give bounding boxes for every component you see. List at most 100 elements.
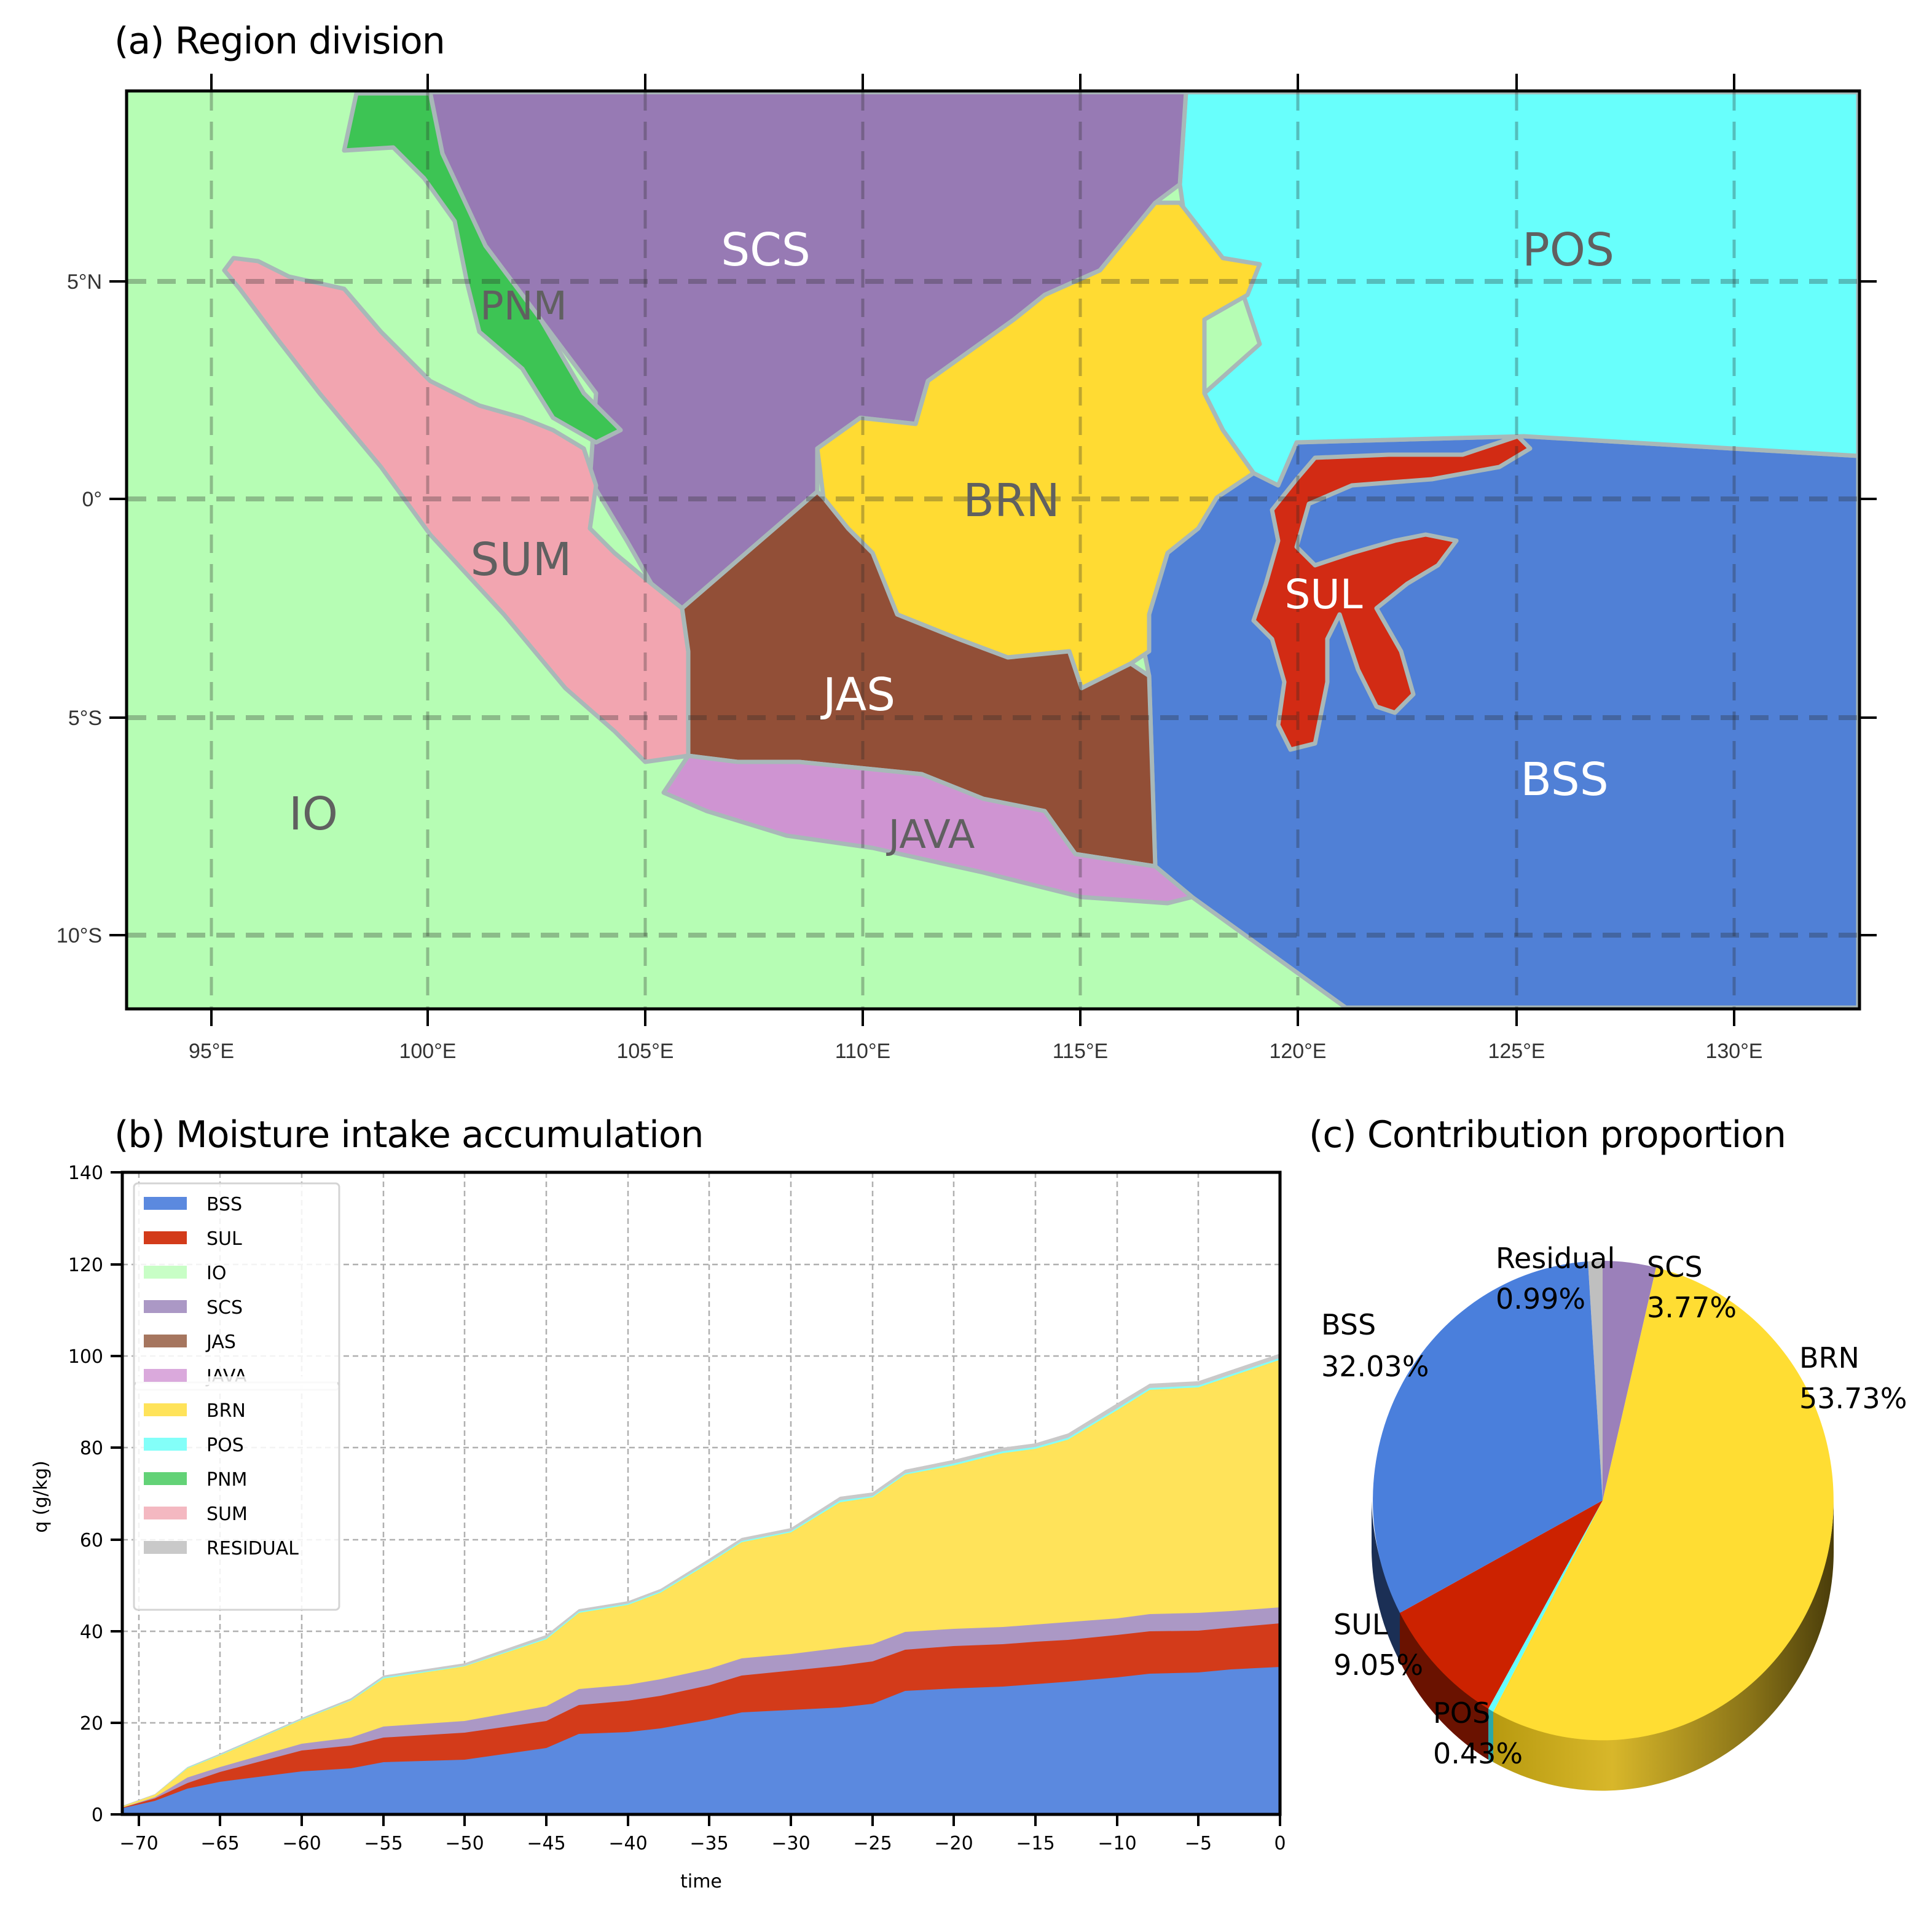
x-tick-label: −60 xyxy=(282,1833,321,1854)
pie-label-residual: Residual xyxy=(1496,1242,1615,1275)
region-label-sul: SUL xyxy=(1285,571,1363,618)
x-tick-label: −45 xyxy=(527,1833,565,1854)
legend-swatch-sum xyxy=(144,1507,187,1519)
chart-frame xyxy=(120,1170,1282,1816)
area-bss xyxy=(122,1667,1280,1814)
legend-swatch-bss xyxy=(144,1197,187,1210)
legend-swatch-sul xyxy=(144,1231,187,1244)
legend-label: RESIDUAL xyxy=(206,1538,299,1559)
legend-swatch-scs xyxy=(144,1300,187,1313)
pie-slice-sul xyxy=(1400,1500,1603,1709)
x-tick-label: −50 xyxy=(445,1833,484,1854)
legend-swatch-jas xyxy=(144,1335,187,1347)
pie-label-sul: SUL xyxy=(1333,1608,1388,1641)
x-tick-label: −70 xyxy=(119,1833,158,1854)
pie-pct-sul: 9.05% xyxy=(1333,1648,1423,1682)
legend-label: BRN xyxy=(206,1400,246,1422)
pie-slice-bss xyxy=(1373,1261,1603,1613)
x-tick-label: −35 xyxy=(689,1833,728,1854)
legend-label: BSS xyxy=(206,1194,242,1215)
y-axis-label: q (g/kg) xyxy=(30,1460,52,1533)
lon-tick-label: 120°E xyxy=(1269,1040,1326,1063)
y-tick-label: 60 xyxy=(80,1530,103,1551)
region-label-sum: SUM xyxy=(471,533,572,586)
pie-side-pos xyxy=(1488,1708,1493,1762)
legend-label: SUM xyxy=(206,1503,248,1525)
legend-label: IO xyxy=(206,1263,226,1284)
legend-label: JAS xyxy=(205,1331,236,1353)
region-pnm xyxy=(342,92,623,445)
panel-a-title: (a) Region division xyxy=(114,20,446,63)
region-label-scs: SCS xyxy=(721,224,811,276)
moisture-accumulation-chart: −70 −65 −60 −55 −50 −45 −40 −35 −30 −25 … xyxy=(30,1162,1286,1892)
panel-b-title: (b) Moisture intake accumulation xyxy=(114,1113,704,1156)
region-sum xyxy=(222,256,691,764)
y-tick-label: 40 xyxy=(80,1621,103,1643)
region-label-brn: BRN xyxy=(963,474,1060,527)
y-tick-label: 120 xyxy=(68,1255,103,1276)
pie-slice-residual xyxy=(1588,1261,1603,1500)
legend-swatch-pos xyxy=(144,1438,187,1451)
x-tick-label: −15 xyxy=(1016,1833,1054,1854)
region-label-pnm: PNM xyxy=(480,284,567,329)
x-axis-label: time xyxy=(680,1871,722,1892)
pie-side-bss xyxy=(1372,1500,1400,1661)
pie-pct-scs: 3.77% xyxy=(1647,1291,1737,1324)
legend-swatch-brn xyxy=(144,1403,187,1416)
lat-tick-label: 5°S xyxy=(68,707,102,730)
x-tick-label: −30 xyxy=(771,1833,810,1854)
x-tick-label: −10 xyxy=(1098,1833,1136,1854)
lat-tick-label: 0° xyxy=(82,488,102,511)
region-pos xyxy=(1177,92,1858,488)
lon-tick-label: 125°E xyxy=(1488,1040,1545,1063)
y-tick-label: 100 xyxy=(68,1346,103,1368)
lon-tick-label: 95°E xyxy=(189,1040,234,1063)
y-tick-label: 80 xyxy=(80,1438,103,1459)
lat-tick-label: 10°S xyxy=(57,924,102,947)
map-ticks xyxy=(109,74,1877,1026)
chart-legend-lower: BRN POS PNM SUM RESIDUAL xyxy=(133,1369,340,1611)
lat-tick-label: 5°N xyxy=(67,270,102,294)
y-tick-label: 0 xyxy=(92,1805,103,1826)
y-tick-label: 20 xyxy=(80,1713,103,1735)
map-gridlines xyxy=(128,92,1858,1008)
legend-swatch-pnm xyxy=(144,1472,187,1485)
legend-swatch-io xyxy=(144,1266,187,1279)
legend-label: POS xyxy=(206,1435,244,1456)
y-tick-label: 140 xyxy=(68,1162,103,1184)
pie-label-pos: POS xyxy=(1433,1696,1490,1730)
legend-swatch-residual xyxy=(144,1541,187,1554)
contribution-pie-chart: Residual 0.99% SCS 3.77% BRN 53.73% POS … xyxy=(1321,1242,1907,1791)
region-java xyxy=(661,753,1195,906)
map-frame xyxy=(125,89,1861,1011)
x-tick-label: −20 xyxy=(934,1833,973,1854)
pie-label-brn: BRN xyxy=(1799,1341,1859,1374)
chart-legend: BSS SUL IO SCS JAS JAVA xyxy=(133,1182,340,1391)
pie-label-scs: SCS xyxy=(1647,1250,1703,1284)
region-label-pos: POS xyxy=(1522,224,1614,276)
x-tick-label: 0 xyxy=(1274,1833,1286,1854)
lon-tick-label: 130°E xyxy=(1705,1040,1762,1063)
pie-pct-pos: 0.43% xyxy=(1433,1737,1523,1770)
region-sul xyxy=(1251,434,1533,752)
pie-slice-scs xyxy=(1603,1261,1656,1500)
region-map: 95°E 100°E 105°E 110°E 115°E 120°E 125°E… xyxy=(57,74,1877,1063)
legend-label: SCS xyxy=(206,1297,243,1319)
region-label-io: IO xyxy=(289,788,338,841)
pie-pct-bss: 32.03% xyxy=(1321,1350,1429,1383)
lon-tick-label: 105°E xyxy=(616,1040,673,1063)
region-label-java: JAVA xyxy=(886,812,975,858)
pie-slice-brn xyxy=(1493,1268,1834,1741)
panel-c-title: (c) Contribution proportion xyxy=(1309,1113,1786,1156)
region-bss xyxy=(1141,434,1858,1008)
pie-slice-pos xyxy=(1488,1500,1603,1712)
x-tick-label: −55 xyxy=(364,1833,402,1854)
legend-swatch-java-fix xyxy=(144,1369,187,1382)
pie-side-brn xyxy=(1493,1500,1834,1791)
lon-tick-label: 115°E xyxy=(1053,1040,1108,1063)
lon-tick-label: 110°E xyxy=(835,1040,890,1063)
x-tick-label: −65 xyxy=(200,1833,239,1854)
region-label-jas: JAS xyxy=(820,668,895,721)
legend-label: PNM xyxy=(206,1469,247,1491)
pie-label-bss: BSS xyxy=(1321,1308,1376,1341)
